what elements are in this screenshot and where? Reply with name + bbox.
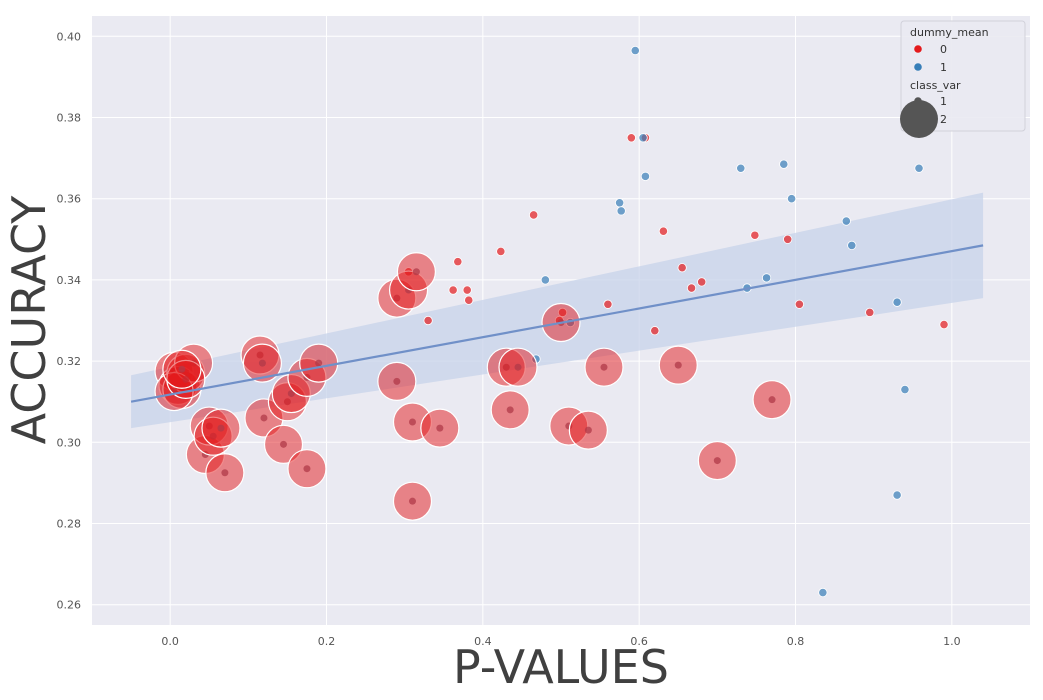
scatter-point-center: [514, 363, 522, 371]
scatter-point: [626, 133, 636, 143]
scatter-point: [448, 285, 458, 295]
scatter-point-center: [584, 426, 592, 434]
legend-marker-0: [914, 45, 922, 53]
scatter-point: [914, 163, 924, 173]
scatter-point: [779, 159, 789, 169]
scatter-point: [686, 283, 697, 293]
scatter-point-center: [178, 365, 186, 373]
x-tick-label: 0.2: [318, 635, 336, 648]
scatter-point: [529, 210, 539, 220]
scatter-point: [638, 133, 648, 143]
y-tick-label: 0.36: [57, 193, 82, 206]
y-tick-label: 0.26: [57, 599, 82, 612]
scatter-point: [616, 206, 626, 216]
legend-marker-1: [914, 63, 922, 71]
scatter-point-center: [674, 361, 682, 369]
regression-line: [130, 244, 984, 403]
points-class-2: [154, 252, 792, 521]
legend: dummy_mean 0 1 class_var 1 2: [900, 20, 1026, 138]
legend-label-1: 1: [940, 61, 947, 74]
scatter-point: [900, 384, 910, 395]
scatter-point-center: [713, 457, 721, 465]
scatter-point: [786, 194, 797, 204]
scatter-point-center: [393, 377, 401, 385]
scatter-point-center: [506, 406, 514, 414]
scatter-point: [865, 307, 875, 317]
y-tick-label: 0.28: [57, 518, 82, 531]
y-tick-label: 0.34: [57, 274, 82, 287]
legend-size-marker-2: [900, 100, 938, 138]
scatter-point: [630, 45, 640, 56]
legend-size-label-1: 1: [940, 95, 947, 108]
scatter-point: [464, 295, 474, 305]
x-tick-label: 1.0: [943, 635, 961, 648]
scatter-point: [736, 163, 746, 173]
legend-size-title: class_var: [910, 79, 961, 92]
scatter-point: [847, 240, 857, 250]
scatter-point: [640, 171, 651, 181]
scatter-point-center: [260, 414, 268, 422]
y-tick-label: 0.38: [57, 112, 82, 125]
tick-labels: 0.0 0.2 0.4 0.6 0.8 1.0 0.26 0.28 0.30 0.32 0.34 0.…: [57, 30, 961, 648]
legend-hue-title: dummy_mean: [910, 26, 989, 39]
scatter-point: [750, 230, 760, 240]
legend-box: [900, 20, 1026, 132]
scatter-point-center: [217, 424, 225, 432]
scatter-point: [892, 490, 902, 500]
scatter-point: [650, 326, 660, 336]
scatter-point: [783, 234, 793, 244]
y-tick-label: 0.40: [57, 30, 82, 43]
scatter-point-center: [280, 440, 288, 448]
scatter-point: [841, 216, 851, 226]
scatter-point-center: [221, 469, 229, 477]
x-tick-label: 0.6: [630, 635, 648, 648]
scatter-point-center: [436, 424, 444, 432]
y-tick-label: 0.32: [57, 355, 82, 368]
scatter-point: [453, 257, 463, 267]
scatter-point: [462, 285, 472, 295]
scatter-point: [939, 319, 949, 330]
x-tick-label: 0.0: [161, 635, 179, 648]
scatter-point-center: [408, 418, 416, 426]
scatter-point: [496, 246, 506, 257]
scatter-point-center: [258, 359, 266, 367]
scatter-point-center: [600, 363, 608, 371]
scatter-point-center: [287, 390, 295, 398]
legend-label-0: 0: [940, 43, 947, 56]
x-axis-title: P-VALUES: [453, 640, 669, 694]
scatter-point: [603, 299, 613, 309]
scatter-point: [677, 263, 687, 273]
x-tick-label: 0.8: [787, 635, 805, 648]
scatter-point: [615, 198, 625, 208]
y-axis-title: ACCURACY: [2, 195, 56, 445]
y-tick-label: 0.30: [57, 436, 82, 449]
scatter-point-center: [408, 497, 416, 505]
scatter-point: [423, 315, 433, 326]
regression-line-group: [130, 244, 984, 403]
scatter-point-center: [315, 359, 323, 367]
scatter-point-center: [768, 396, 776, 404]
scatter-point: [761, 273, 772, 283]
scatter-point: [540, 275, 550, 285]
scatter-point: [697, 277, 707, 287]
scatter-point: [818, 587, 828, 598]
scatter-point-center: [412, 268, 420, 276]
scatter-point: [658, 226, 668, 236]
scatter-point-center: [303, 465, 311, 473]
scatter-point: [794, 299, 805, 309]
legend-size-label-2: 2: [940, 113, 947, 126]
scatter-point: [892, 297, 902, 307]
x-tick-label: 0.4: [474, 635, 492, 648]
